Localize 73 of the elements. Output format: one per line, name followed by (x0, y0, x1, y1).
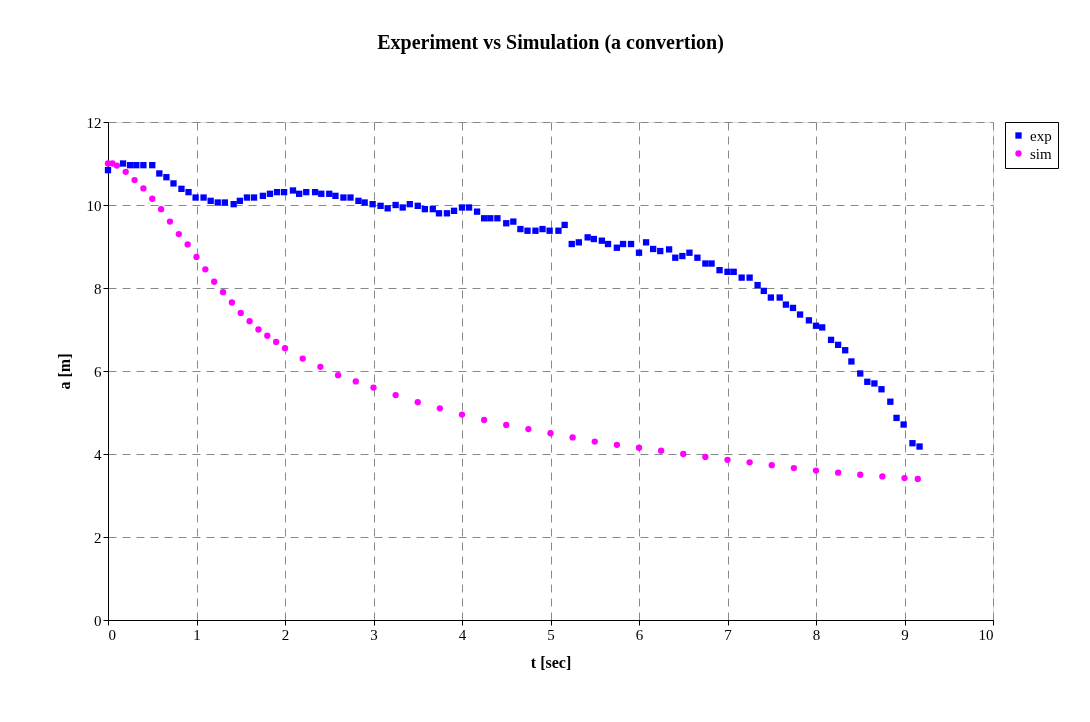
y-tick-label: 8 (94, 280, 102, 297)
legend-label: sim (1030, 145, 1052, 162)
point (228, 299, 236, 306)
chart-title: Experiment vs Simulation (a convertion) (377, 31, 724, 54)
point (746, 459, 753, 466)
point (255, 326, 262, 333)
point (166, 218, 174, 225)
y-tick-label: 0 (94, 612, 102, 629)
legend-label: exp (1030, 127, 1052, 144)
y-tick-label: 4 (94, 446, 102, 463)
point (219, 288, 227, 296)
point (392, 391, 399, 399)
y-tick-label: 12 (86, 114, 102, 131)
point (317, 363, 324, 371)
x-tick-label: 5 (547, 626, 555, 643)
x-tick-label: 2 (281, 626, 290, 643)
point (202, 266, 209, 273)
x-tick-label: 9 (901, 626, 909, 643)
point (175, 230, 182, 238)
point (724, 456, 731, 463)
point (569, 434, 576, 441)
y-axis-title: a [m] (55, 353, 73, 390)
point (458, 411, 466, 418)
x-tick-label: 0 (108, 626, 116, 643)
point (768, 462, 775, 469)
y-tick-label: 2 (94, 529, 102, 546)
point (702, 453, 709, 461)
point (901, 474, 908, 482)
point (157, 205, 165, 213)
x-tick-label: 3 (370, 626, 378, 643)
y-tick-label: 10 (86, 197, 102, 214)
point (613, 441, 621, 449)
point (281, 345, 289, 352)
point (503, 421, 510, 429)
point (370, 384, 377, 391)
point (547, 430, 554, 437)
point (834, 469, 842, 476)
point (211, 278, 218, 285)
point (635, 444, 643, 451)
point (140, 185, 147, 192)
point (352, 378, 359, 385)
point (264, 332, 271, 339)
point (334, 371, 342, 379)
point (857, 471, 864, 478)
point (480, 416, 488, 424)
x-axis-title: t [sec] (530, 653, 572, 671)
x-tick-label: 1 (193, 626, 201, 643)
point (113, 162, 121, 169)
point (237, 309, 244, 317)
y-tick-label: 6 (94, 363, 102, 380)
point (299, 355, 306, 362)
point (436, 405, 444, 412)
point (790, 464, 798, 472)
point (246, 318, 253, 325)
x-tick-label: 6 (635, 626, 644, 643)
x-tick-label: 10 (978, 626, 994, 643)
point (131, 176, 138, 184)
point (272, 338, 280, 346)
point (914, 475, 921, 483)
x-tick-label: 4 (458, 626, 467, 643)
x-tick-label: 8 (812, 626, 821, 643)
point (812, 467, 820, 474)
x-tick-label: 7 (724, 626, 733, 643)
point (193, 253, 200, 261)
point (184, 241, 191, 248)
point (591, 438, 598, 445)
point (122, 168, 129, 175)
point (149, 195, 156, 202)
point (657, 447, 665, 454)
point (879, 473, 886, 480)
point (680, 450, 687, 458)
point (525, 425, 532, 433)
point (414, 398, 421, 406)
